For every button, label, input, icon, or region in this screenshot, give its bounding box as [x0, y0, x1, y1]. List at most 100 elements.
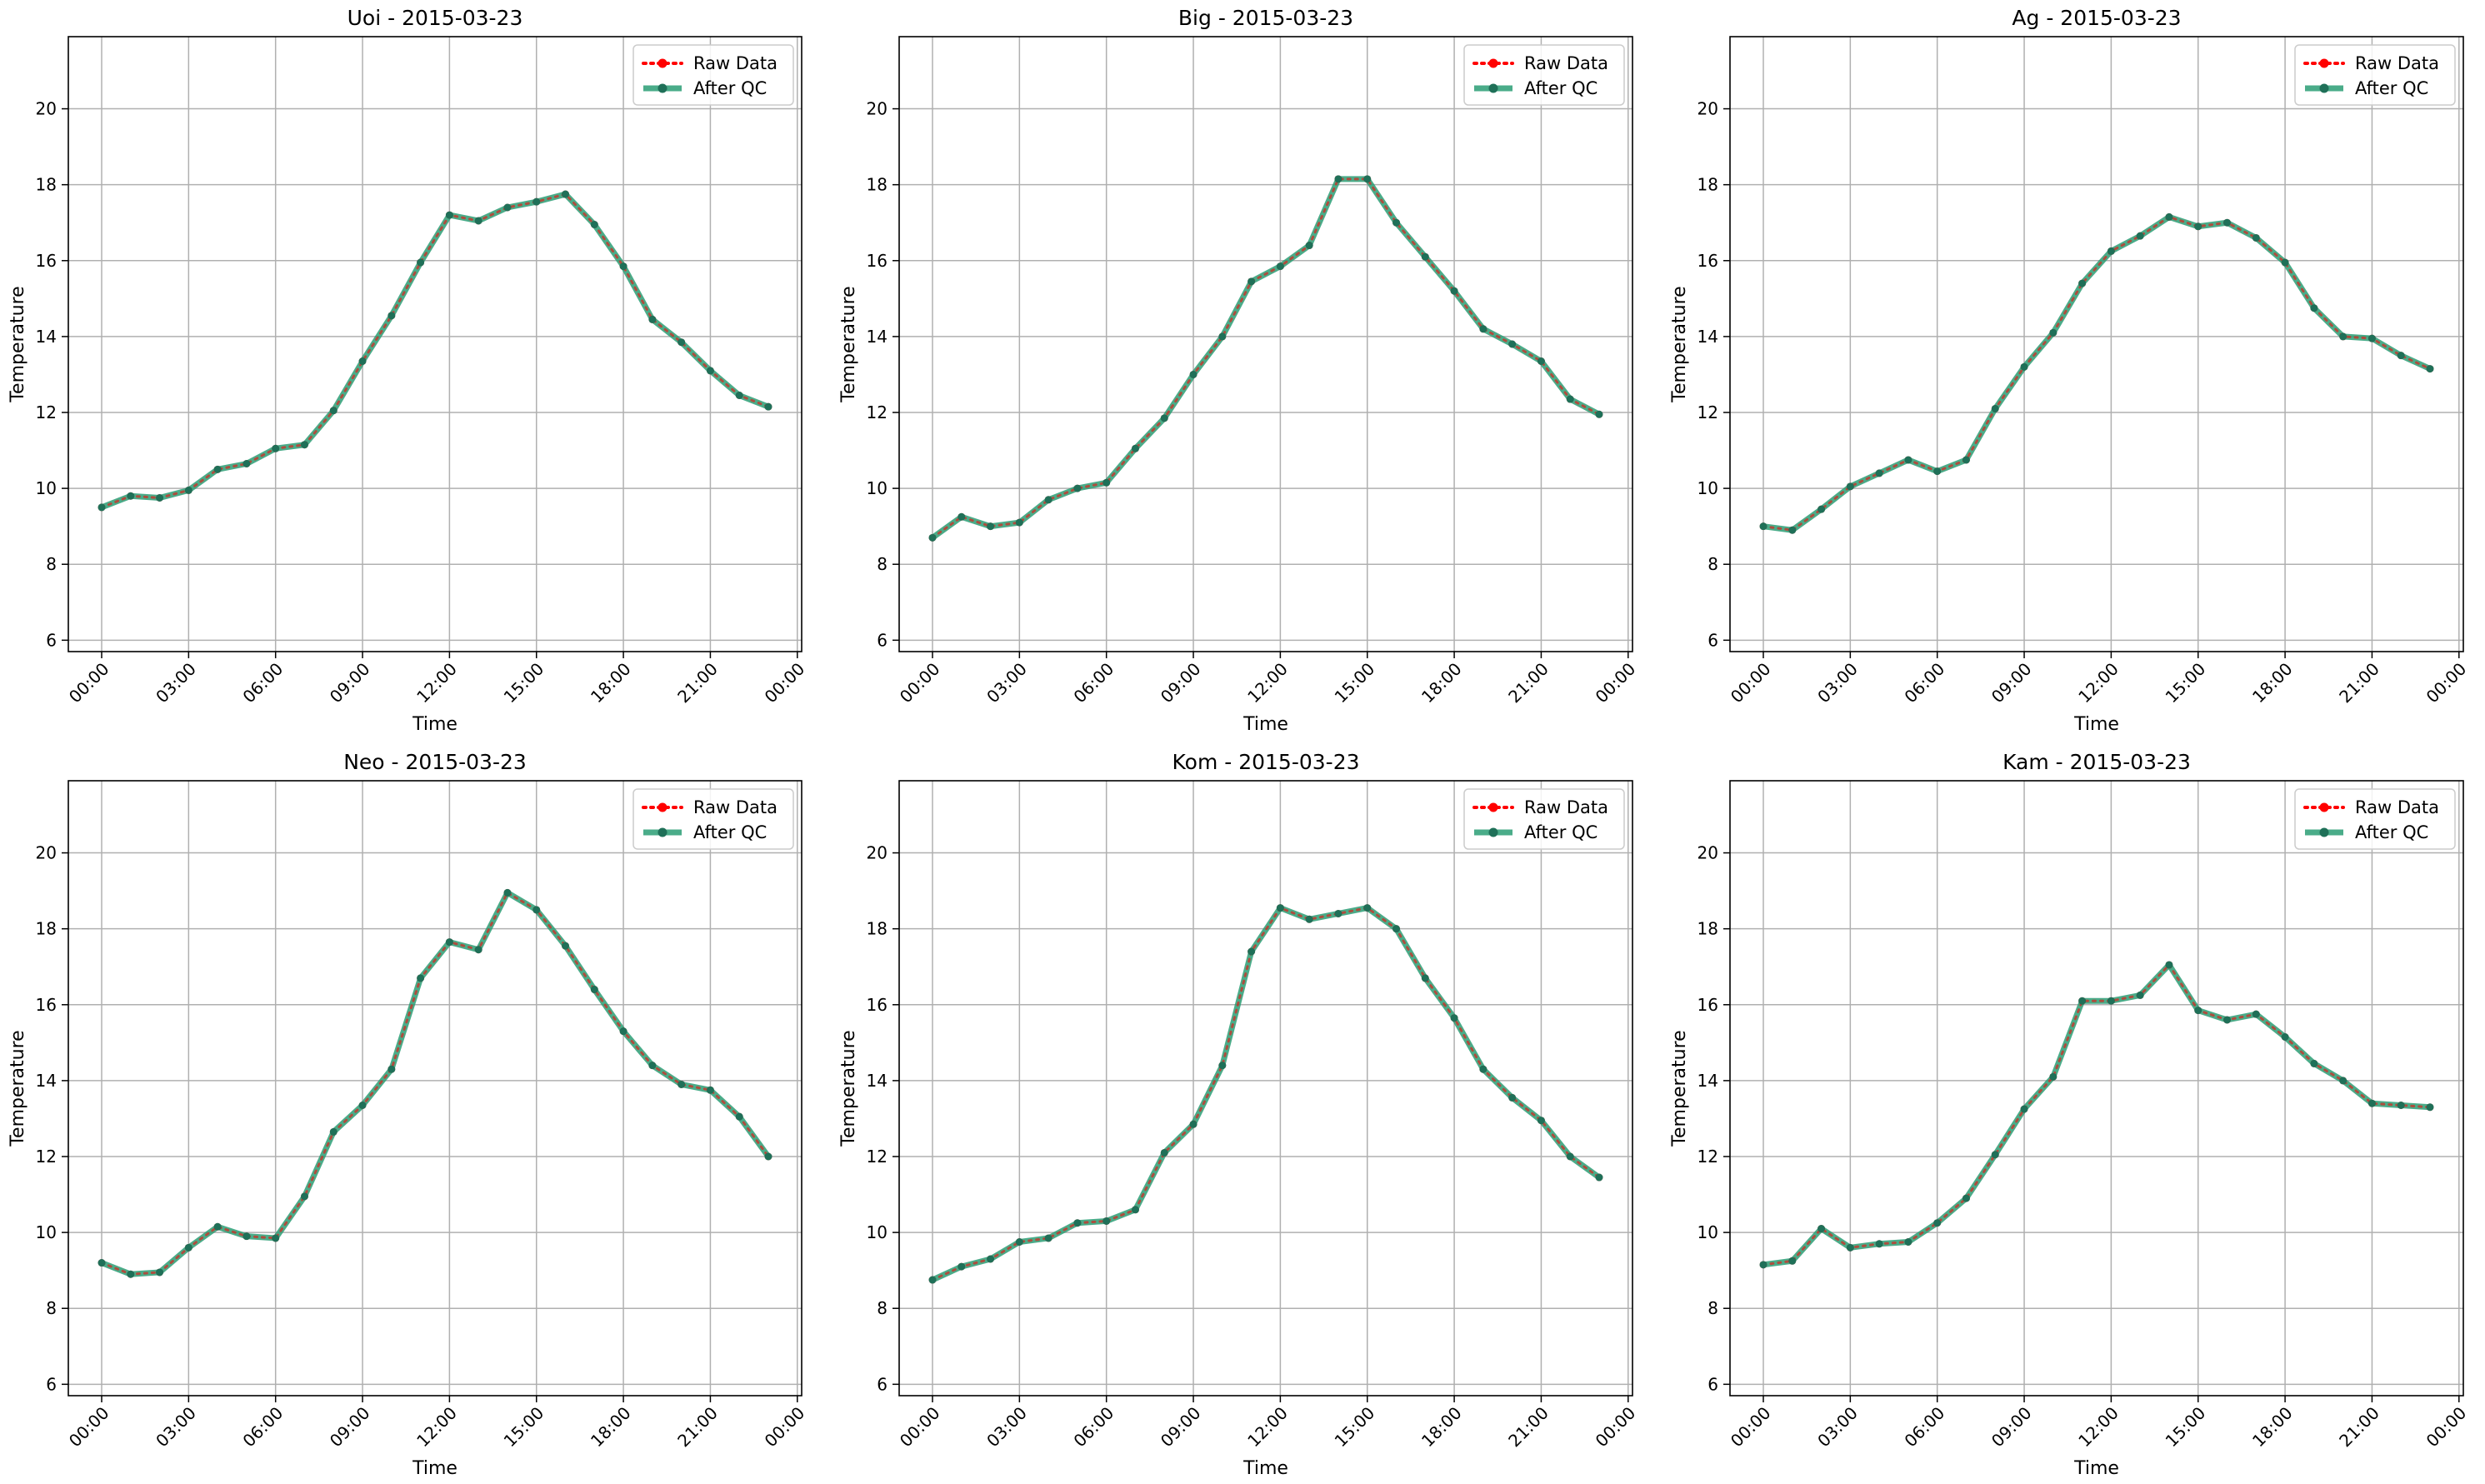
- y-tick-label: 6: [877, 1374, 888, 1394]
- y-tick-label: 20: [867, 99, 888, 119]
- legend-label-after-qc: After QC: [1524, 822, 1598, 842]
- data-point-after-qc: [735, 1112, 743, 1121]
- x-tick-label: 21:00: [673, 659, 722, 707]
- data-point-after-qc: [1276, 904, 1284, 912]
- data-point-after-qc: [1044, 496, 1052, 504]
- data-point-after-qc: [1759, 1261, 1768, 1269]
- y-tick-label: 12: [1698, 402, 1718, 422]
- data-point-after-qc: [272, 1234, 280, 1242]
- chart-panel-3: 6 8 10 12 14 16 18 20 00:00 03:00 06:00 09:00 12:00 1…: [1669, 6, 2470, 735]
- data-point-after-qc: [358, 357, 367, 365]
- legend: Raw Data After QC: [2294, 788, 2456, 850]
- data-point-after-qc: [2020, 1105, 2028, 1113]
- chart-panel-1: 6 8 10 12 14 16 18 20 00:00 03:00 06:00 09:00 12:00 1…: [8, 6, 808, 735]
- y-tick-label: 6: [1708, 1374, 1718, 1394]
- data-point-after-qc: [329, 1127, 338, 1136]
- y-tick-label: 8: [46, 1298, 57, 1318]
- data-point-after-qc: [1818, 1225, 1826, 1233]
- x-tick-label: 06:00: [1901, 659, 1949, 707]
- chart-panel-2: 6 8 10 12 14 16 18 20 00:00 03:00 06:00 09:00 12:00 1…: [838, 6, 1639, 735]
- x-tick-label: 18:00: [587, 1403, 635, 1452]
- x-tick-label: 09:00: [1988, 659, 2036, 707]
- data-point-after-qc: [590, 221, 598, 228]
- legend-label-raw-data: Raw Data: [693, 53, 778, 73]
- data-point-after-qc: [329, 407, 338, 415]
- data-point-after-qc: [300, 1192, 308, 1201]
- data-point-after-qc: [1102, 478, 1111, 487]
- axes-frame: [68, 36, 802, 652]
- y-axis-label: Temperature: [838, 1030, 859, 1147]
- y-tick-label: 8: [46, 554, 57, 574]
- data-point-after-qc: [184, 486, 192, 494]
- legend-label-raw-data: Raw Data: [1524, 53, 1608, 73]
- axes-frame: [1729, 36, 2464, 652]
- data-point-after-qc: [2426, 365, 2434, 373]
- axes-frame: [68, 780, 802, 1397]
- data-point-after-qc: [706, 1086, 714, 1094]
- y-tick-label: 18: [867, 175, 888, 195]
- chart-panel-5: 6 8 10 12 14 16 18 20 00:00 03:00 06:00 09:00 12:00 1…: [838, 750, 1639, 1479]
- axes-frame: [898, 780, 1633, 1397]
- data-point-after-qc: [1595, 410, 1603, 418]
- series-line-raw-data: [100, 891, 770, 1276]
- data-point-after-qc: [1595, 1173, 1603, 1182]
- x-tick-label: 00:00: [761, 659, 809, 707]
- legend-marker-after-qc: [1488, 827, 1498, 837]
- x-tick-label: 15:00: [1331, 1403, 1379, 1452]
- data-point-after-qc: [1933, 1219, 1942, 1227]
- y-tick-label: 18: [1698, 175, 1718, 195]
- data-point-after-qc: [127, 492, 135, 500]
- series-line-raw-data: [931, 906, 1601, 1282]
- y-tick-label: 20: [36, 99, 57, 119]
- series-line-after-qc: [929, 905, 1602, 1283]
- data-point-after-qc: [1566, 1152, 1574, 1161]
- data-point-after-qc: [532, 906, 541, 914]
- data-point-after-qc: [445, 211, 453, 219]
- data-point-after-qc: [1788, 1257, 1797, 1265]
- legend-label-after-qc: After QC: [1524, 78, 1598, 98]
- x-axis-label: Time: [2073, 1458, 2119, 1479]
- data-point-after-qc: [300, 441, 308, 449]
- x-tick-label: 00:00: [2422, 659, 2471, 707]
- data-point-after-qc: [213, 1222, 222, 1231]
- data-point-after-qc: [2165, 961, 2173, 969]
- x-tick-label: 15:00: [1331, 659, 1379, 707]
- y-tick-label: 12: [36, 1147, 57, 1167]
- data-point-after-qc: [2107, 997, 2115, 1005]
- x-tick-label: 09:00: [326, 659, 374, 707]
- data-point-after-qc: [1131, 444, 1139, 452]
- data-point-after-qc: [1248, 947, 1256, 956]
- data-point-after-qc: [2281, 258, 2289, 267]
- data-point-after-qc: [590, 986, 598, 994]
- chart-title: Big - 2015-03-23: [1178, 6, 1353, 30]
- chart-title: Neo - 2015-03-23: [343, 750, 527, 774]
- data-point-after-qc: [648, 315, 657, 323]
- data-point-after-qc: [127, 1270, 135, 1278]
- data-point-after-qc: [958, 512, 966, 521]
- y-tick-label: 8: [877, 554, 888, 574]
- y-tick-label: 14: [867, 327, 888, 347]
- y-tick-label: 18: [1698, 919, 1718, 939]
- data-point-after-qc: [2223, 218, 2232, 227]
- y-tick-label: 10: [1698, 1222, 1718, 1242]
- series-line-raw-data: [100, 192, 770, 509]
- data-point-after-qc: [184, 1243, 192, 1252]
- data-point-after-qc: [1962, 1194, 1970, 1202]
- y-tick-label: 10: [867, 1222, 888, 1242]
- x-tick-label: 09:00: [1157, 1403, 1205, 1452]
- data-point-after-qc: [445, 938, 453, 947]
- data-point-after-qc: [648, 1062, 657, 1070]
- data-point-after-qc: [2397, 1102, 2405, 1109]
- data-point-after-qc: [2020, 362, 2028, 371]
- data-point-after-qc: [1218, 1062, 1227, 1070]
- x-tick-label: 00:00: [1727, 659, 1775, 707]
- data-point-after-qc: [2049, 1072, 2058, 1081]
- data-point-after-qc: [735, 392, 743, 399]
- legend-marker-after-qc: [658, 83, 668, 93]
- x-tick-label: 15:00: [2162, 1403, 2210, 1452]
- data-point-after-qc: [358, 1102, 367, 1109]
- data-point-after-qc: [2078, 997, 2087, 1005]
- x-axis-label: Time: [412, 714, 458, 735]
- y-tick-label: 14: [1698, 1071, 1718, 1091]
